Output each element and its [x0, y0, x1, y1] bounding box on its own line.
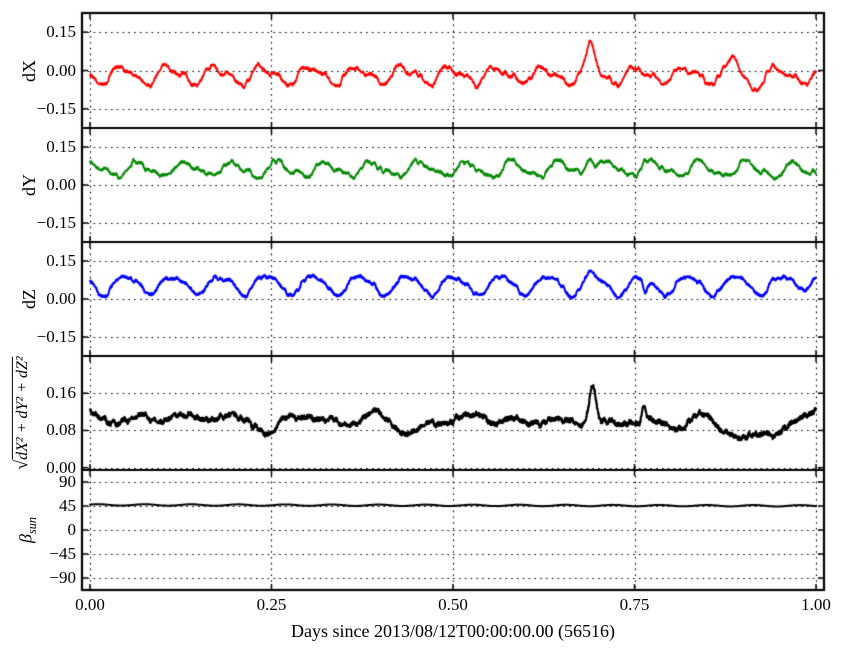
y-axis-label-dY: dY	[19, 174, 40, 196]
sqrt-symbol: √	[10, 459, 31, 470]
y-axis-label-dX: dX	[19, 59, 40, 82]
y-tick-label-beta_sun: 0	[67, 520, 77, 539]
y-axis-label-beta_sun: βsun	[15, 517, 40, 543]
y-tick-label-beta_sun: −45	[49, 544, 76, 563]
x-tick-label: 0.50	[438, 595, 468, 614]
y-tick-label-dZ: −0.15	[36, 327, 76, 346]
y-tick-label-dZ: 0.00	[46, 289, 76, 308]
y-tick-label-magnitude: 0.08	[46, 420, 76, 440]
y-tick-label-dX: −0.15	[36, 98, 76, 118]
y-tick-label-magnitude: 0.16	[46, 383, 76, 403]
y-tick-label-beta_sun: 90	[59, 472, 76, 491]
y-axis-label-dZ: dZ	[19, 289, 40, 309]
y-tick-label-dY: −0.15	[36, 213, 76, 232]
y-tick-label-dY: 0.15	[46, 137, 76, 156]
y-tick-label-dX: 0.15	[46, 22, 76, 42]
x-tick-label: 0.00	[75, 595, 105, 614]
y-axis-label-magnitude: √dX² + dY² + dZ²	[10, 356, 33, 470]
y-tick-label-beta_sun: −90	[49, 568, 76, 587]
x-tick-label: 0.25	[256, 595, 287, 614]
x-tick-label: 1.00	[801, 595, 831, 614]
y-tick-label-dX: 0.00	[46, 60, 76, 80]
x-tick-label: 0.75	[619, 595, 650, 614]
y-tick-label-dY: 0.00	[46, 175, 76, 194]
y-tick-label-dZ: 0.15	[46, 251, 76, 270]
x-axis-title: Days since 2013/08/12T00:00:00.00 (56516…	[291, 621, 615, 641]
y-tick-label-beta_sun: 45	[59, 496, 76, 515]
y-tick-label-magnitude: 0.00	[46, 457, 76, 477]
